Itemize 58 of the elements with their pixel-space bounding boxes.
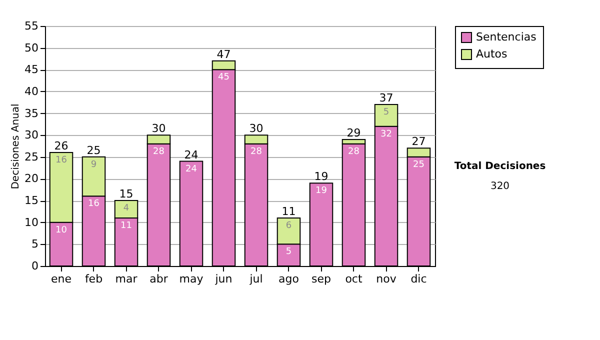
y-tick-label: 55	[24, 20, 38, 32]
data-label: 28	[250, 146, 262, 157]
total-label: 26	[54, 140, 68, 153]
y-tick-label: 45	[24, 63, 38, 76]
data-label: 10	[56, 225, 68, 236]
x-tick-label: abr	[150, 272, 168, 286]
total-label: 11	[282, 205, 296, 218]
total-label: 30	[152, 122, 166, 136]
y-tick-label: 5	[32, 238, 38, 251]
y-tick-label: 35	[24, 106, 38, 120]
y-tick-label: 40	[24, 84, 38, 98]
x-tick-label: dic	[410, 272, 427, 286]
legend-label: Sentencias	[476, 30, 537, 44]
x-tick-label: may	[179, 272, 204, 286]
y-tick-label: 30	[24, 128, 38, 142]
data-label: 5	[286, 247, 292, 258]
data-label: 4	[123, 204, 130, 214]
total-label: 30	[249, 122, 264, 136]
data-label: 5	[383, 108, 390, 118]
data-label: 28	[348, 146, 360, 157]
total-label: 15	[119, 188, 134, 201]
total-label: 27	[412, 135, 426, 148]
x-tick-label: nov	[376, 272, 397, 286]
text: Total Decisiones	[454, 161, 546, 172]
data-label: 11	[120, 221, 132, 231]
total-label: 25	[86, 144, 101, 157]
data-label: 28	[153, 146, 165, 157]
y-tick-label: 0	[32, 260, 38, 272]
total-label: 24	[184, 148, 198, 162]
data-label: 9	[90, 160, 97, 170]
x-tick-label: oct	[345, 272, 363, 286]
total-label: 19	[314, 170, 328, 184]
x-tick-label: feb	[84, 272, 103, 286]
y-tick-label: 25	[24, 150, 38, 164]
y-tick-label: 10	[24, 216, 38, 229]
data-label: 25	[413, 160, 424, 170]
data-label: 6	[286, 221, 292, 231]
total-label: 37	[379, 92, 394, 105]
data-label: 16	[88, 199, 100, 210]
x-tick-label: sep	[312, 272, 332, 286]
y-tick-label: 15	[24, 194, 38, 208]
x-tick-label: jun	[214, 272, 232, 286]
y-tick-label: 20	[24, 172, 38, 186]
data-label: 45	[218, 72, 230, 83]
legend-label: Autos	[476, 48, 508, 60]
data-label: 16	[56, 156, 68, 166]
x-tick-label: jul	[248, 272, 263, 286]
y-tick-label: 50	[24, 41, 38, 54]
x-tick-label: mar	[115, 272, 138, 286]
total-label: 29	[346, 126, 361, 140]
data-label: 19	[316, 186, 328, 196]
total-label: 47	[216, 48, 231, 61]
data-label: 32	[380, 129, 392, 140]
x-tick-label: ene	[50, 272, 72, 286]
y-axis-title: Decisiones Anual	[10, 104, 22, 190]
text: 320	[490, 181, 510, 192]
data-label: 24	[186, 164, 198, 174]
x-tick-label: ago	[278, 272, 300, 286]
